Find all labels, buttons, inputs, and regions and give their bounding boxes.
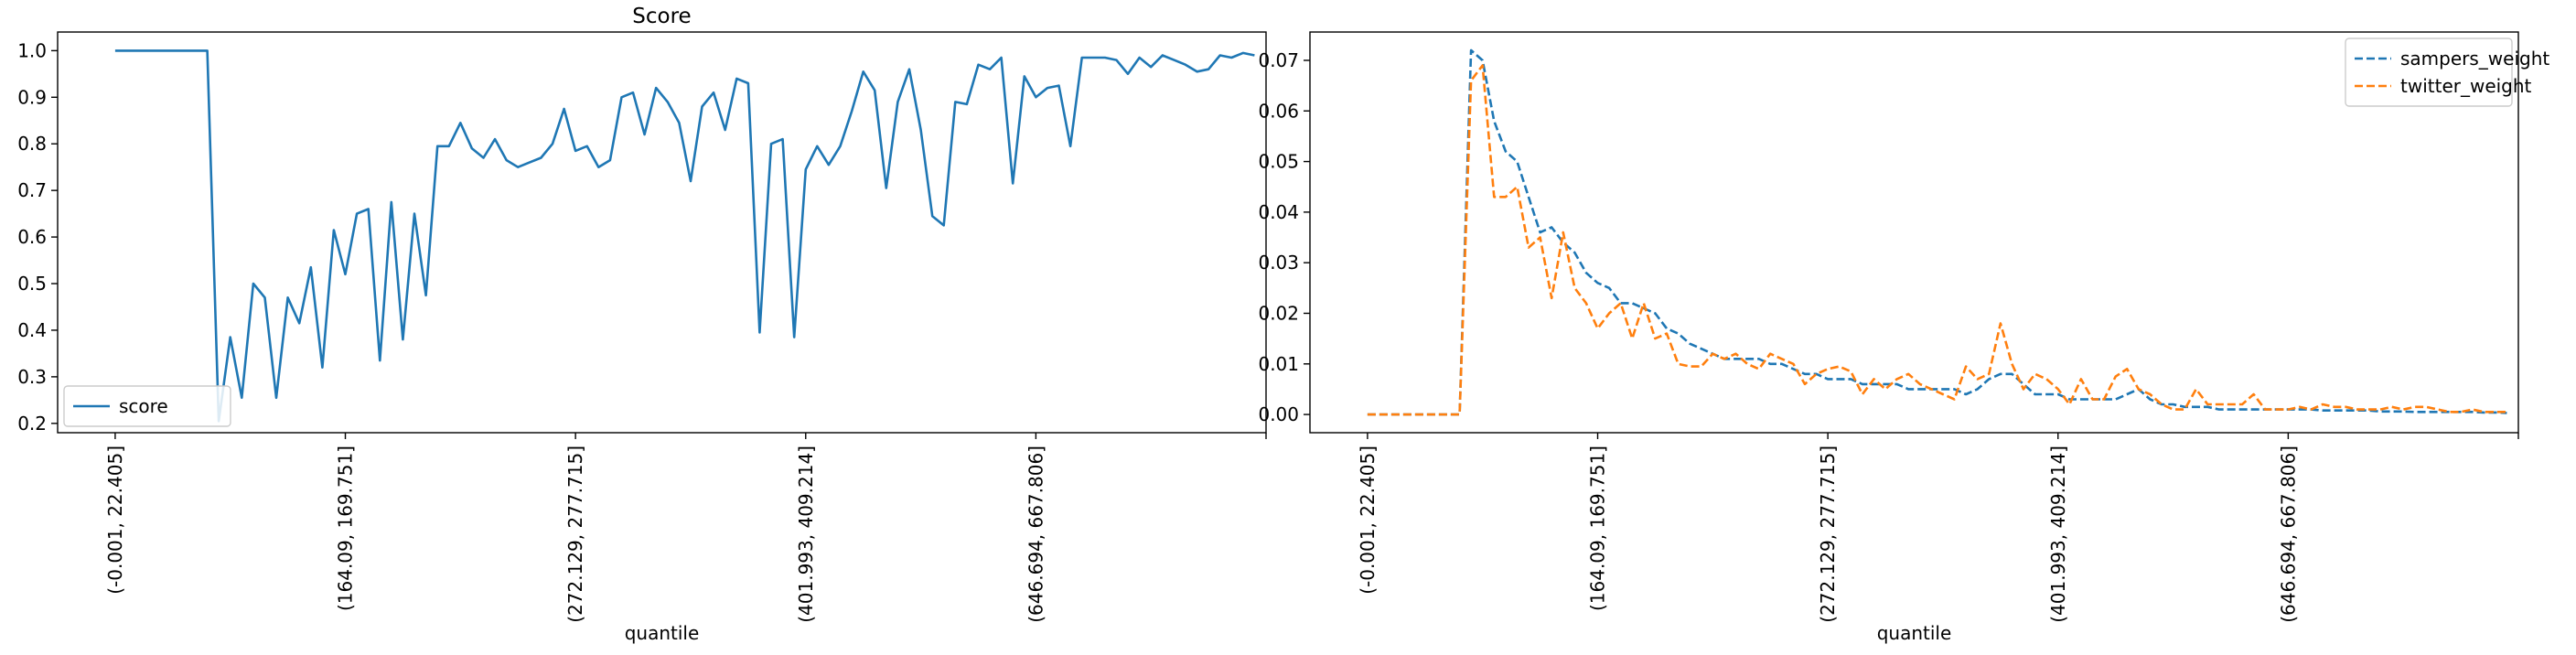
series-line-sampers-weight	[1367, 48, 2507, 416]
x-tick-label: (646.694, 667.806]	[2277, 446, 2299, 623]
axes-frame	[57, 31, 1267, 434]
x-tick-label: (646.694, 667.806]	[1025, 446, 1046, 623]
y-tick-label: 0.5	[17, 273, 47, 295]
y-tick-label: 0.7	[17, 179, 47, 201]
y-tick-label: 1.0	[17, 39, 47, 61]
y-tick-label: 0.07	[1258, 49, 1299, 71]
x-axis-label: quantile	[1877, 622, 1952, 644]
axes-frame	[1309, 31, 2519, 434]
legend-box	[63, 385, 231, 427]
score-chart-panel: Score 0.2 0.3 0.4 0.5 0.6 0.7 0.8 0.9 1.0 (-0.001,…	[17, 5, 1267, 644]
y-tick-label: 0.4	[17, 319, 47, 341]
legend-label: twitter_weight	[2400, 75, 2532, 97]
x-axis-label: quantile	[625, 622, 700, 644]
series-line-twitter-weight	[1367, 64, 2507, 416]
x-tick-label: (-0.001, 22.405]	[104, 446, 126, 595]
y-tick-label: 0.02	[1258, 302, 1299, 324]
legend: score	[63, 385, 231, 427]
legend-label: sampers_weight	[2400, 48, 2549, 70]
y-tick-label: 0.03	[1258, 252, 1299, 274]
legend: sampers_weight twitter_weight	[2345, 38, 2549, 107]
y-tick-label: 0.6	[17, 226, 47, 248]
y-tick-label: 0.06	[1258, 100, 1299, 122]
x-tick-label: (164.09, 169.751]	[335, 446, 357, 611]
x-tick-label: (272.129, 277.715]	[1817, 446, 1839, 623]
x-tick-label: (401.993, 409.214]	[795, 446, 817, 623]
x-tick-label: (401.993, 409.214]	[2047, 446, 2069, 623]
x-tick-label: (272.129, 277.715]	[564, 446, 586, 623]
y-tick-label: 0.05	[1258, 151, 1299, 173]
legend-label: score	[119, 395, 168, 417]
y-tick-label: 0.04	[1258, 201, 1299, 223]
y-tick-label: 0.3	[17, 366, 47, 388]
x-tick-label: (164.09, 169.751]	[1587, 446, 1609, 611]
y-tick-label: 0.01	[1258, 353, 1299, 375]
y-tick-label: 0.8	[17, 133, 47, 155]
weight-chart-panel: 0.00 0.01 0.02 0.03 0.04 0.05 0.06 0.07 (-0.001,…	[1258, 31, 2549, 644]
series-line-score	[114, 49, 1255, 423]
y-tick-label: 0.2	[17, 413, 47, 435]
y-tick-label: 0.00	[1258, 403, 1299, 425]
legend-box	[2345, 38, 2513, 107]
x-tick-label: (-0.001, 22.405]	[1357, 446, 1379, 595]
y-tick-label: 0.9	[17, 86, 47, 108]
chart-title: Score	[632, 5, 691, 28]
